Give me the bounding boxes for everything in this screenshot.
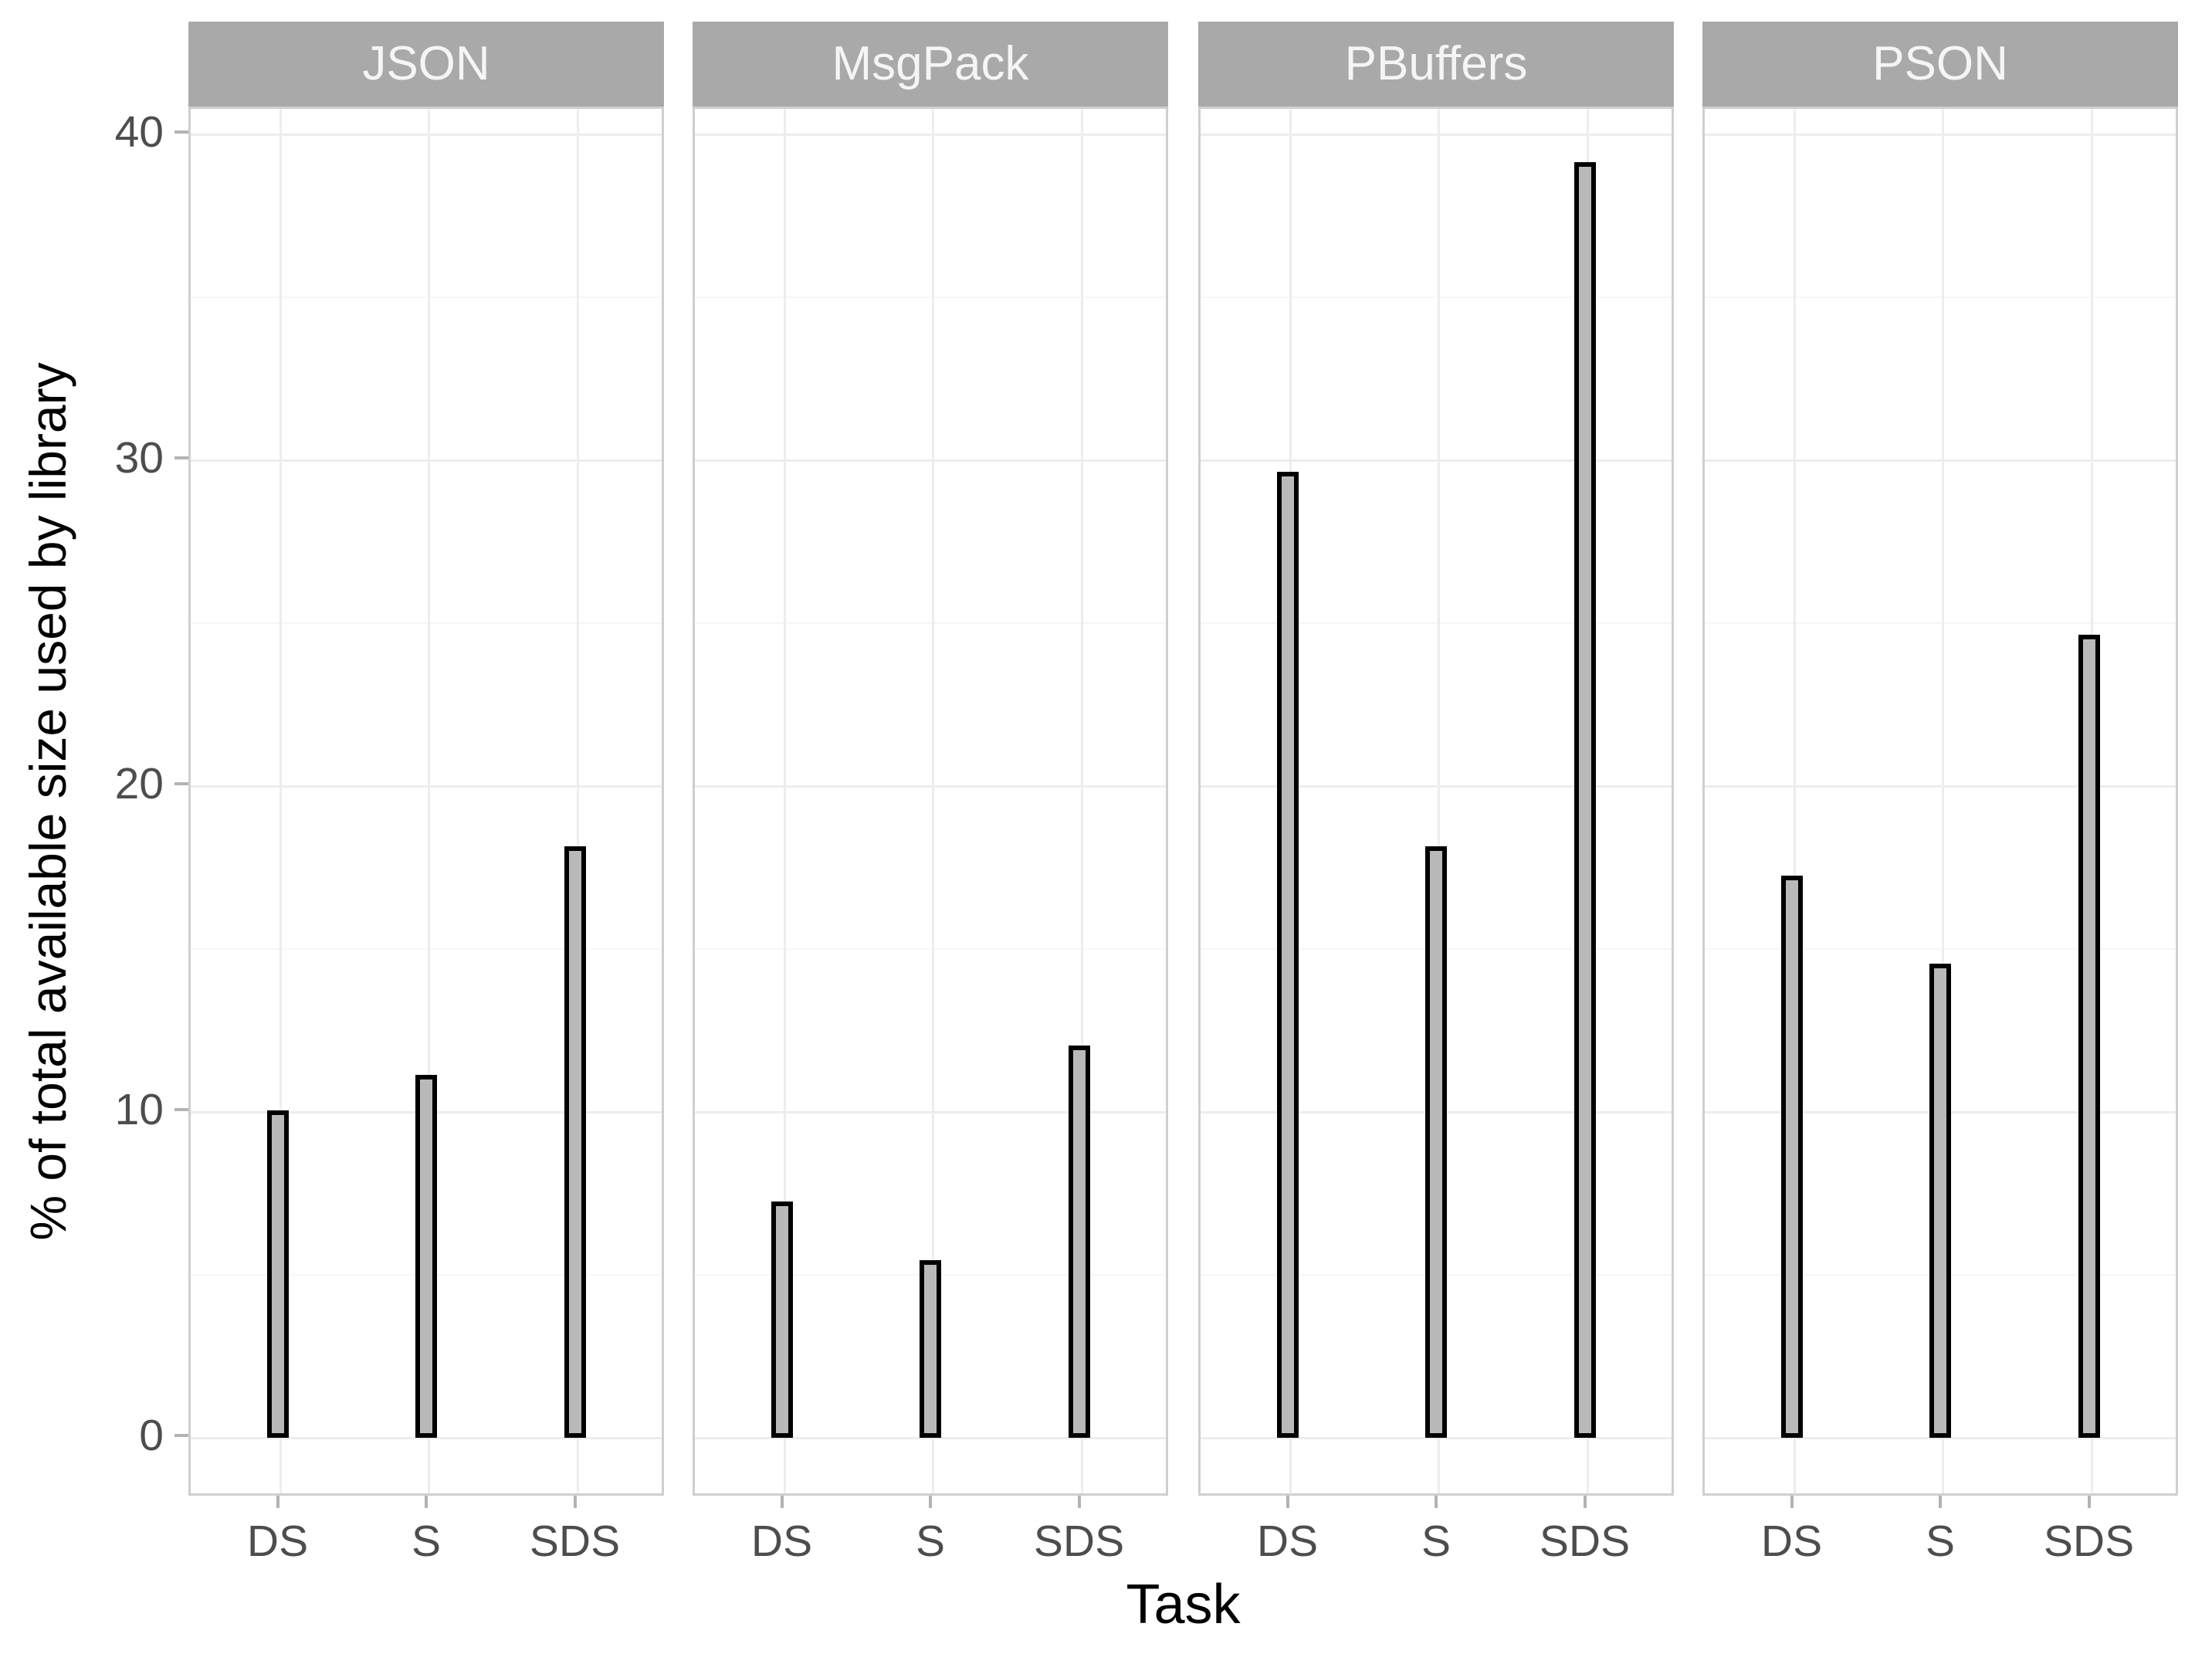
x-tick-mark <box>2087 1496 2091 1508</box>
bar <box>415 1074 437 1438</box>
gridline-major-h <box>191 785 662 788</box>
x-tick-mark <box>573 1496 577 1508</box>
x-tick-mark <box>1939 1496 1942 1508</box>
bar <box>564 846 586 1438</box>
gridline-minor-h <box>695 948 1166 950</box>
gridline-major-h <box>695 1437 1166 1439</box>
gridline-minor-h <box>191 622 662 624</box>
gridline-major-h <box>1705 1437 2176 1439</box>
x-tick-mark <box>276 1496 279 1508</box>
y-tick-mark <box>174 782 188 785</box>
x-tick-label: DS <box>1760 1517 1823 1566</box>
gridline-minor-h <box>695 297 1166 298</box>
gridline-major-h <box>1201 785 1672 788</box>
x-tick-label: S <box>411 1517 442 1566</box>
gridline-major-h <box>1201 1437 1672 1439</box>
gridline-v <box>932 109 934 1493</box>
gridline-major-h <box>695 459 1166 462</box>
x-tick-label: SDS <box>1539 1517 1631 1566</box>
y-tick-label: 0 <box>139 1411 164 1460</box>
x-tick-label: SDS <box>2043 1517 2135 1566</box>
y-tick-mark <box>174 456 188 459</box>
bar <box>920 1260 941 1438</box>
x-tick-label: DS <box>1256 1517 1319 1566</box>
x-tick-mark <box>929 1496 932 1508</box>
y-tick-label: 40 <box>114 107 164 157</box>
gridline-major-h <box>191 134 662 136</box>
y-tick-label: 30 <box>114 433 164 483</box>
y-tick-mark <box>174 1434 188 1437</box>
gridline-major-h <box>695 134 1166 136</box>
bar <box>266 1110 289 1438</box>
gridline-major-h <box>1705 785 2176 788</box>
gridline-major-h <box>1201 134 1672 136</box>
bar <box>2078 635 2100 1438</box>
gridline-v <box>1793 109 1796 1493</box>
gridline-minor-h <box>1705 297 2176 298</box>
gridline-v <box>783 109 786 1493</box>
gridline-v <box>1438 109 1440 1493</box>
bar <box>1068 1045 1090 1438</box>
x-tick-mark <box>1286 1496 1289 1508</box>
bar <box>771 1202 793 1438</box>
x-tick-label: DS <box>750 1517 813 1566</box>
bar <box>1573 162 1596 1438</box>
x-tick-label: S <box>915 1517 946 1566</box>
y-tick-mark <box>174 1108 188 1111</box>
gridline-v <box>1942 109 1944 1493</box>
x-tick-label: DS <box>246 1517 309 1566</box>
gridline-minor-h <box>1201 297 1672 298</box>
x-tick-label: S <box>1421 1517 1452 1566</box>
x-tick-mark <box>425 1496 428 1508</box>
y-tick-label: 20 <box>114 759 164 808</box>
gridline-v <box>1080 109 1083 1493</box>
x-tick-label: S <box>1925 1517 1956 1566</box>
gridline-minor-h <box>1705 948 2176 950</box>
x-tick-mark <box>1435 1496 1438 1508</box>
strip-label: PSON <box>1872 37 2008 90</box>
strip-label: MsgPack <box>832 37 1029 90</box>
bar <box>1780 876 1803 1438</box>
x-tick-mark <box>1583 1496 1587 1508</box>
gridline-major-h <box>191 1437 662 1439</box>
gridline-major-h <box>695 785 1166 788</box>
gridline-v <box>576 109 579 1493</box>
strip-label: PBuffers <box>1344 37 1528 90</box>
gridline-minor-h <box>191 297 662 298</box>
gridline-minor-h <box>695 622 1166 624</box>
bar <box>1276 472 1299 1438</box>
x-tick-mark <box>780 1496 784 1508</box>
strip-label: JSON <box>362 37 490 90</box>
gridline-major-h <box>1201 459 1672 462</box>
facet-strip: MsgPack <box>693 22 1168 107</box>
x-tick-mark <box>1077 1496 1081 1508</box>
bar <box>1929 964 1951 1438</box>
gridline-minor-h <box>1705 622 2176 624</box>
bar <box>1425 846 1447 1438</box>
gridline-v <box>279 109 282 1493</box>
x-tick-label: SDS <box>1033 1517 1125 1566</box>
gridline-major-h <box>695 1111 1166 1113</box>
facet-strip: PSON <box>1702 22 2178 107</box>
facet-strip: JSON <box>188 22 664 107</box>
x-tick-mark <box>1790 1496 1794 1508</box>
facet-strip: PBuffers <box>1198 22 1674 107</box>
y-tick-label: 10 <box>114 1085 164 1134</box>
gridline-minor-h <box>1201 622 1672 624</box>
gridline-major-h <box>1705 459 2176 462</box>
y-tick-mark <box>174 130 188 134</box>
x-tick-label: SDS <box>529 1517 621 1566</box>
x-axis-title: Task <box>1126 1574 1241 1635</box>
gridline-minor-h <box>191 948 662 950</box>
gridline-v <box>428 109 430 1493</box>
gridline-major-h <box>1705 134 2176 136</box>
gridline-major-h <box>191 459 662 462</box>
